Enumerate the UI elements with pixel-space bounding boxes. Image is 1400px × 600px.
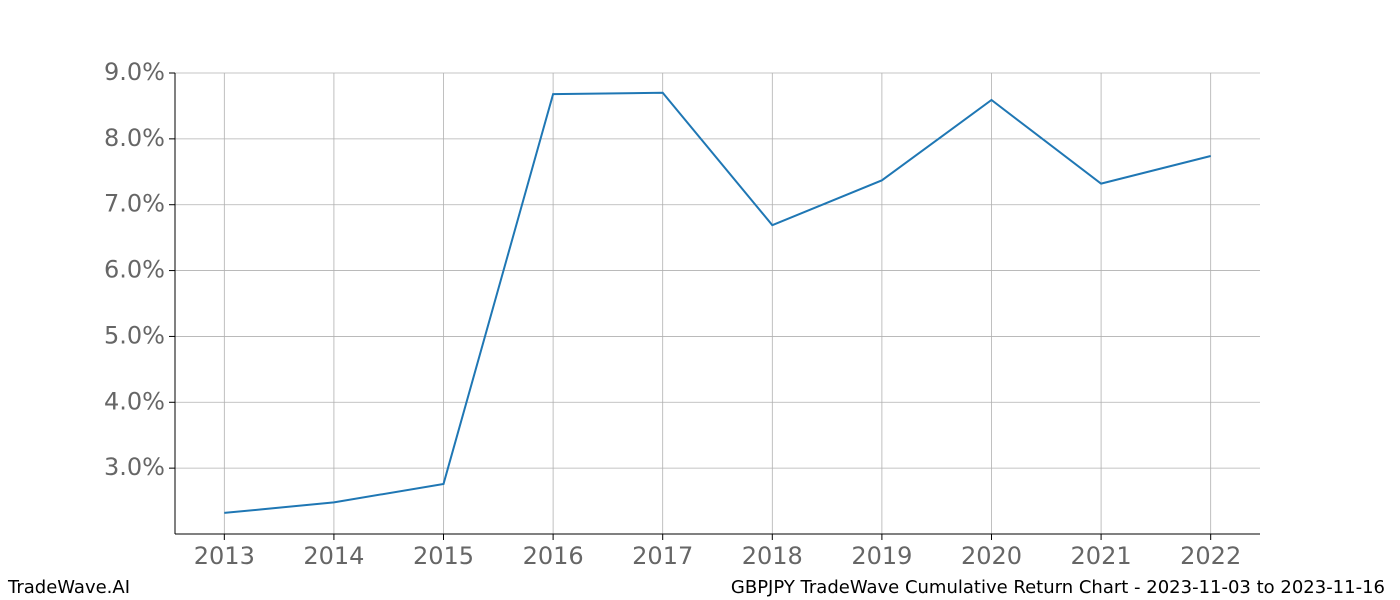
x-tick-label: 2020 xyxy=(961,542,1022,570)
y-tick-label: 8.0% xyxy=(104,124,165,152)
x-tick-label: 2017 xyxy=(632,542,693,570)
x-tick-label: 2019 xyxy=(851,542,912,570)
x-tick-label: 2013 xyxy=(194,542,255,570)
y-tick-label: 7.0% xyxy=(104,190,165,218)
line xyxy=(224,91,1211,514)
footer-right: GBPJPY TradeWave Cumulative Return Chart… xyxy=(731,577,1385,598)
x-tick-label: 2015 xyxy=(413,542,474,570)
x-tick-label: 2022 xyxy=(1180,542,1241,570)
x-tick-label: 2014 xyxy=(303,542,364,570)
footer-left: TradeWave.AI xyxy=(7,577,130,598)
y-tick-label: 3.0% xyxy=(104,453,165,481)
y-tick-label: 6.0% xyxy=(104,256,165,284)
y-tick-label: 4.0% xyxy=(104,387,165,415)
x-tick-label: 2016 xyxy=(523,542,584,570)
x-tick-label: 2021 xyxy=(1071,542,1132,570)
x-tick-label: 2018 xyxy=(742,542,803,570)
y-tick-label: 9.0% xyxy=(104,58,165,86)
y-tick-label: 5.0% xyxy=(104,321,165,349)
